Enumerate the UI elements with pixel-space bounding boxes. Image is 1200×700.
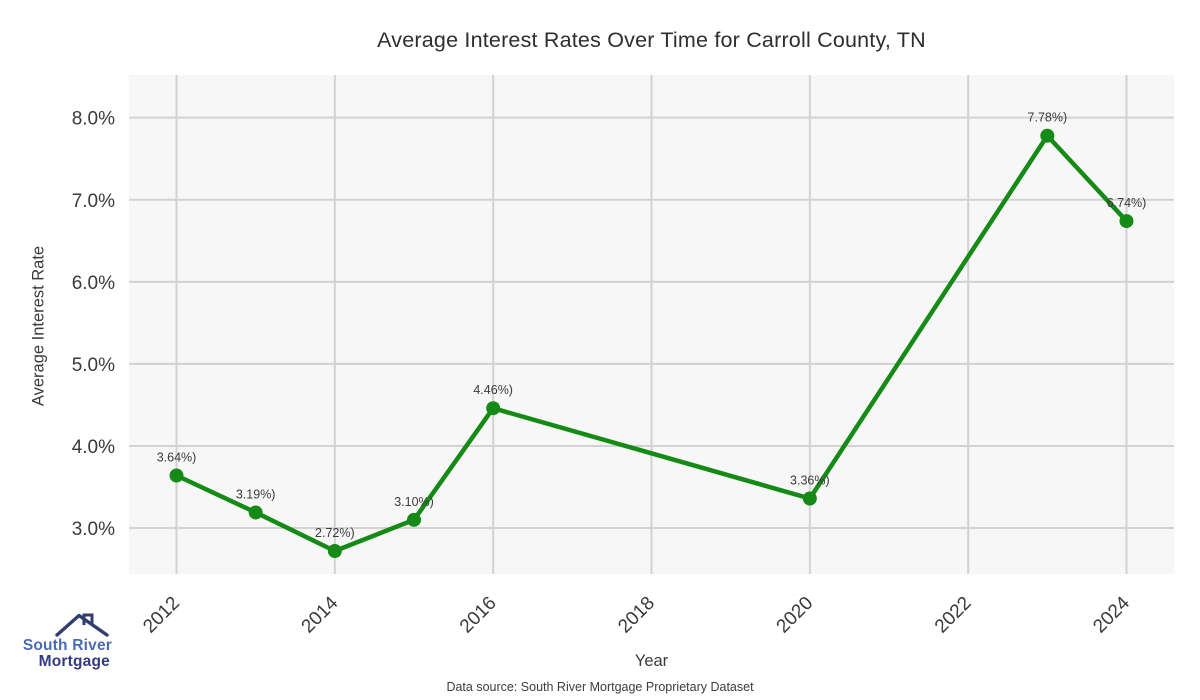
logo-line1: South River [22, 637, 112, 654]
data-point [248, 505, 263, 520]
x-tick-label: 2016 [456, 593, 501, 638]
x-tick-label: 2020 [773, 593, 818, 638]
data-point-label: 2.72%) [315, 526, 355, 540]
logo-line2: Mortgage [38, 653, 110, 671]
x-tick-label: 2024 [1089, 592, 1134, 637]
data-point [1119, 214, 1134, 229]
x-tick-label: 2018 [614, 593, 659, 638]
data-point-label: 7.78%) [1028, 111, 1068, 125]
y-tick-label: 4.0% [72, 437, 115, 458]
house-roof-icon [55, 613, 109, 637]
data-point [1040, 128, 1055, 143]
data-point-label: 6.74%) [1107, 196, 1147, 210]
y-tick-label: 7.0% [72, 191, 115, 212]
x-tick-label: 2022 [931, 593, 976, 638]
data-point-label: 4.46%) [473, 383, 513, 397]
data-source-note: Data source: South River Mortgage Propri… [446, 680, 754, 694]
y-tick-label: 3.0% [72, 519, 115, 540]
data-point [486, 401, 501, 416]
y-tick-label: 5.0% [72, 355, 115, 376]
data-point [169, 468, 184, 483]
x-axis-title: Year [634, 652, 669, 670]
data-point-label: 3.36%) [790, 473, 830, 487]
data-point-label: 3.10%) [394, 495, 434, 509]
x-tick-label: 2014 [298, 592, 343, 637]
y-tick-label: 6.0% [72, 273, 115, 294]
data-point [802, 491, 817, 506]
data-point-label: 3.19%) [236, 487, 276, 501]
rate-line [174, 133, 1129, 554]
chart-title: Average Interest Rates Over Time for Car… [377, 28, 926, 52]
data-point [327, 544, 342, 559]
x-tick-label: 2012 [139, 593, 184, 638]
y-tick-label: 8.0% [72, 109, 115, 130]
data-point-label: 3.64%) [157, 451, 197, 465]
data-point [407, 512, 421, 527]
y-axis-title: Average Interest Rate [29, 245, 48, 407]
logo: South River Mortgage [20, 612, 112, 671]
